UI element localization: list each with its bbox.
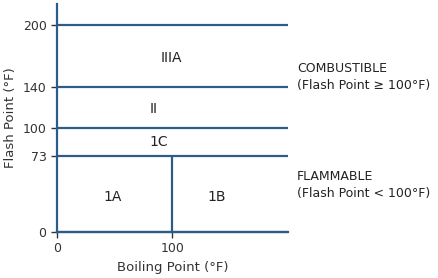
X-axis label: Boiling Point (°F): Boiling Point (°F) [117,261,228,274]
Text: IIIA: IIIA [161,51,182,65]
Y-axis label: Flash Point (°F): Flash Point (°F) [4,68,17,168]
Text: COMBUSTIBLE
(Flash Point ≥ 100°F): COMBUSTIBLE (Flash Point ≥ 100°F) [297,62,430,92]
Text: 1A: 1A [103,190,121,204]
Text: 1C: 1C [149,135,168,149]
Text: 1B: 1B [207,190,225,204]
Text: II: II [149,102,157,116]
Text: FLAMMABLE
(Flash Point < 100°F): FLAMMABLE (Flash Point < 100°F) [297,170,430,200]
